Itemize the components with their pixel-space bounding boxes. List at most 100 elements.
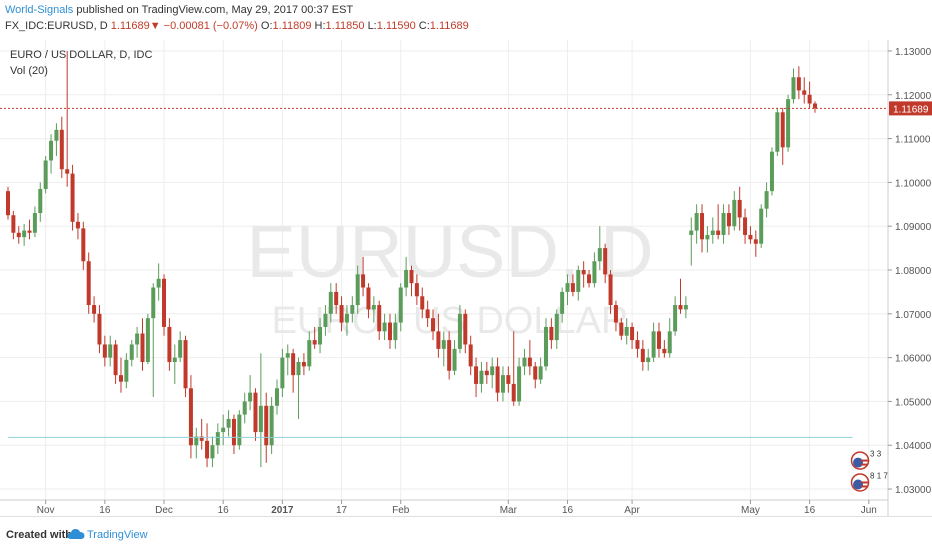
candle-body[interactable] bbox=[49, 140, 54, 161]
candle-body[interactable] bbox=[737, 199, 742, 218]
candle-body[interactable] bbox=[726, 213, 731, 227]
candle[interactable] bbox=[791, 68, 796, 104]
candle[interactable] bbox=[640, 340, 645, 371]
candle[interactable] bbox=[344, 305, 349, 336]
candle[interactable] bbox=[479, 362, 484, 393]
candle[interactable] bbox=[135, 326, 140, 358]
candle[interactable] bbox=[22, 224, 27, 246]
candles[interactable] bbox=[6, 50, 817, 468]
candle-body[interactable] bbox=[495, 366, 500, 393]
candle[interactable] bbox=[420, 287, 425, 319]
candle-body[interactable] bbox=[371, 305, 376, 310]
candle-body[interactable] bbox=[344, 313, 349, 323]
candle[interactable] bbox=[753, 230, 758, 257]
candle-body[interactable] bbox=[355, 274, 360, 306]
candle[interactable] bbox=[796, 66, 801, 100]
candle-body[interactable] bbox=[221, 427, 226, 433]
candle-body[interactable] bbox=[769, 151, 774, 192]
candle[interactable] bbox=[646, 348, 651, 371]
candle[interactable] bbox=[86, 252, 91, 314]
candle[interactable] bbox=[705, 226, 710, 253]
candle[interactable] bbox=[468, 335, 473, 376]
candle-body[interactable] bbox=[813, 103, 817, 109]
candle-body[interactable] bbox=[242, 401, 247, 415]
candle-body[interactable] bbox=[656, 331, 661, 349]
candle[interactable] bbox=[38, 182, 43, 222]
candle[interactable] bbox=[231, 414, 236, 454]
candle-body[interactable] bbox=[592, 261, 597, 284]
symbol-label[interactable]: FX_IDC:EURUSD, D bbox=[5, 20, 108, 32]
candle[interactable] bbox=[807, 81, 812, 108]
candle-body[interactable] bbox=[32, 213, 37, 233]
candle-body[interactable] bbox=[570, 283, 575, 292]
candle[interactable] bbox=[716, 204, 721, 240]
candle-body[interactable] bbox=[662, 348, 667, 354]
candle[interactable] bbox=[188, 375, 193, 459]
candle-body[interactable] bbox=[237, 414, 242, 446]
candle-body[interactable] bbox=[651, 331, 656, 358]
candle-body[interactable] bbox=[554, 313, 559, 341]
candle-body[interactable] bbox=[479, 370, 484, 384]
candle[interactable] bbox=[156, 263, 161, 301]
candle[interactable] bbox=[371, 296, 376, 323]
candle[interactable] bbox=[43, 156, 48, 194]
candle[interactable] bbox=[457, 305, 462, 354]
candle[interactable] bbox=[802, 77, 807, 104]
candle-body[interactable] bbox=[710, 230, 715, 235]
candle[interactable] bbox=[280, 348, 285, 398]
candle[interactable] bbox=[764, 182, 769, 218]
candle-body[interactable] bbox=[544, 326, 548, 367]
candle[interactable] bbox=[522, 348, 527, 376]
candle[interactable] bbox=[495, 357, 500, 402]
candle[interactable] bbox=[813, 101, 817, 113]
candle[interactable] bbox=[560, 287, 565, 323]
candle-body[interactable] bbox=[366, 287, 371, 310]
candle-body[interactable] bbox=[436, 331, 441, 349]
candle[interactable] bbox=[172, 344, 177, 384]
candle[interactable] bbox=[656, 322, 661, 358]
candle[interactable] bbox=[748, 226, 753, 244]
author-link[interactable]: World-Signals bbox=[5, 4, 74, 16]
candle[interactable] bbox=[441, 331, 446, 367]
candle[interactable] bbox=[538, 357, 543, 384]
candle-body[interactable] bbox=[700, 213, 705, 240]
candle[interactable] bbox=[667, 318, 672, 358]
candle[interactable] bbox=[683, 296, 688, 319]
candle-body[interactable] bbox=[291, 353, 296, 376]
candle-body[interactable] bbox=[97, 313, 102, 345]
candle-body[interactable] bbox=[387, 322, 392, 341]
candle-body[interactable] bbox=[667, 331, 672, 354]
candle[interactable] bbox=[630, 322, 635, 349]
candle[interactable] bbox=[463, 309, 468, 354]
candle-body[interactable] bbox=[468, 344, 473, 367]
candle-body[interactable] bbox=[441, 340, 446, 349]
candle[interactable] bbox=[775, 107, 780, 157]
candle-body[interactable] bbox=[414, 283, 419, 297]
candle-body[interactable] bbox=[86, 261, 91, 306]
candle[interactable] bbox=[732, 191, 737, 231]
candle[interactable] bbox=[554, 309, 559, 349]
candle-body[interactable] bbox=[511, 383, 516, 402]
candle-body[interactable] bbox=[624, 326, 629, 336]
candle[interactable] bbox=[129, 340, 134, 367]
candle[interactable] bbox=[710, 217, 715, 244]
candle[interactable] bbox=[484, 362, 489, 384]
candle-body[interactable] bbox=[732, 199, 737, 227]
candle-body[interactable] bbox=[678, 305, 683, 310]
candle[interactable] bbox=[743, 208, 748, 244]
candle[interactable] bbox=[387, 313, 392, 349]
candle-body[interactable] bbox=[16, 232, 21, 238]
candle-body[interactable] bbox=[194, 436, 199, 446]
candle-body[interactable] bbox=[780, 112, 785, 148]
tradingview-cloud-icon[interactable] bbox=[67, 527, 85, 541]
candle-body[interactable] bbox=[404, 270, 409, 288]
candle[interactable] bbox=[576, 265, 581, 301]
candle-body[interactable] bbox=[565, 283, 570, 292]
candle-body[interactable] bbox=[65, 169, 70, 174]
candle-body[interactable] bbox=[775, 112, 780, 152]
candle[interactable] bbox=[328, 283, 333, 323]
candle[interactable] bbox=[651, 322, 656, 362]
candle-body[interactable] bbox=[92, 305, 97, 314]
candle[interactable] bbox=[592, 252, 597, 288]
price-axis[interactable]: 1.13000 1.12000 1.11000 1.10000 1.09000 1.080… bbox=[888, 47, 932, 496]
